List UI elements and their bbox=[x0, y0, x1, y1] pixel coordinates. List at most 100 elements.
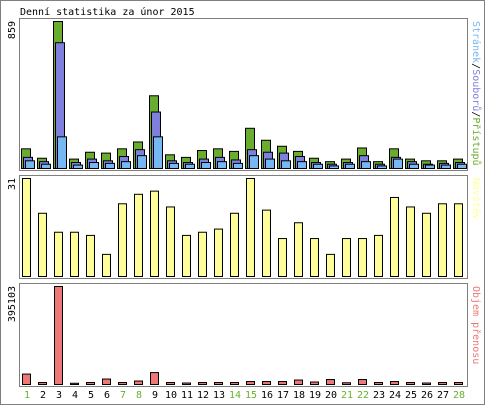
x-tick-label-14: 14 bbox=[229, 390, 241, 401]
x-tick-label-7: 7 bbox=[120, 390, 126, 401]
bar-visits-day-14 bbox=[230, 212, 239, 278]
bar-visits-day-5 bbox=[86, 234, 95, 278]
traffic-panel-legend-item: Objem přenosu bbox=[470, 286, 482, 364]
bar-traffic-day-14 bbox=[230, 382, 239, 386]
bar-traffic-day-3 bbox=[54, 286, 63, 385]
bar-traffic-day-4 bbox=[70, 382, 79, 386]
x-tick-label-9: 9 bbox=[152, 390, 158, 401]
bar-traffic-day-12 bbox=[198, 382, 207, 386]
bar-traffic-day-17 bbox=[278, 381, 287, 385]
bar-visits-day-16 bbox=[262, 209, 271, 277]
chart-title: Denní statistika za únor 2015 bbox=[20, 6, 195, 18]
bar-visits-day-9 bbox=[150, 190, 159, 277]
bar-traffic-day-18 bbox=[294, 379, 303, 385]
bar-stránek-day-7 bbox=[121, 161, 131, 169]
visits-panel-ymax-label: 31 bbox=[7, 178, 18, 190]
visits-panel-legend: Návštěv bbox=[470, 178, 482, 220]
traffic-panel-frame bbox=[19, 283, 468, 387]
x-tick-label-24: 24 bbox=[389, 390, 401, 401]
bar-visits-day-15 bbox=[246, 178, 255, 277]
visits-panel: 31 Návštěv bbox=[7, 175, 482, 279]
x-tick-label-23: 23 bbox=[373, 390, 385, 401]
bar-traffic-day-11 bbox=[182, 382, 191, 385]
visits-panel-legend-item: Návštěv bbox=[470, 178, 482, 220]
bar-traffic-day-1 bbox=[22, 373, 31, 385]
bar-visits-day-2 bbox=[38, 212, 47, 278]
bar-stránek-day-10 bbox=[169, 162, 179, 169]
x-tick-label-15: 15 bbox=[245, 390, 257, 401]
bar-traffic-day-23 bbox=[374, 382, 383, 386]
bar-traffic-day-13 bbox=[214, 382, 223, 386]
bar-traffic-day-5 bbox=[86, 382, 95, 386]
bar-traffic-day-7 bbox=[118, 382, 127, 386]
bar-stránek-day-1 bbox=[25, 160, 35, 169]
bar-traffic-day-25 bbox=[406, 382, 415, 386]
bar-traffic-day-19 bbox=[310, 381, 319, 385]
bar-stránek-day-11 bbox=[185, 163, 195, 170]
x-tick-label-25: 25 bbox=[405, 390, 417, 401]
bar-traffic-day-24 bbox=[390, 381, 399, 385]
bar-stránek-day-14 bbox=[233, 162, 243, 169]
bar-visits-day-23 bbox=[374, 234, 383, 278]
bar-stránek-day-12 bbox=[201, 162, 211, 170]
bar-traffic-day-10 bbox=[166, 382, 175, 386]
bar-stránek-day-28 bbox=[457, 163, 467, 170]
bar-traffic-day-8 bbox=[134, 380, 143, 386]
bar-visits-day-26 bbox=[422, 212, 431, 278]
x-tick-label-26: 26 bbox=[421, 390, 433, 401]
bar-traffic-day-9 bbox=[150, 372, 159, 385]
bar-visits-day-12 bbox=[198, 231, 207, 277]
bar-visits-day-1 bbox=[22, 178, 31, 277]
requests-panel-legend-item: Přístupů bbox=[470, 117, 482, 165]
bar-visits-day-6 bbox=[102, 253, 111, 278]
x-tick-label-12: 12 bbox=[197, 390, 209, 401]
bar-stránek-day-20 bbox=[329, 165, 339, 169]
bar-stránek-day-24 bbox=[393, 158, 403, 169]
bar-traffic-day-16 bbox=[262, 381, 271, 385]
x-tick-label-3: 3 bbox=[56, 390, 62, 401]
traffic-panel-ymax-label: 395103 bbox=[7, 286, 18, 322]
bar-stránek-day-16 bbox=[265, 158, 275, 169]
bar-traffic-day-21 bbox=[342, 382, 351, 385]
bar-stránek-day-26 bbox=[425, 164, 435, 170]
bar-traffic-day-26 bbox=[422, 382, 431, 385]
bar-visits-day-18 bbox=[294, 222, 303, 278]
requests-panel: 859 Stránek/Souborů/Přístupů bbox=[7, 18, 482, 171]
bar-visits-day-22 bbox=[358, 238, 367, 277]
bar-stránek-day-18 bbox=[297, 161, 307, 169]
bar-visits-day-3 bbox=[54, 231, 63, 277]
bar-visits-day-21 bbox=[342, 238, 351, 277]
requests-panel-legend-item: Stránek bbox=[470, 21, 482, 63]
x-tick-label-18: 18 bbox=[293, 390, 305, 401]
x-tick-label-10: 10 bbox=[165, 390, 177, 401]
x-tick-label-6: 6 bbox=[104, 390, 110, 401]
bar-visits-day-28 bbox=[454, 203, 463, 278]
bar-traffic-day-22 bbox=[358, 379, 367, 386]
bar-visits-day-24 bbox=[390, 196, 399, 277]
bar-stránek-day-17 bbox=[281, 160, 291, 169]
x-tick-label-19: 19 bbox=[309, 390, 321, 401]
traffic-panel: 395103 Objem přenosu bbox=[7, 283, 482, 387]
bar-traffic-day-15 bbox=[246, 381, 255, 385]
x-tick-label-4: 4 bbox=[72, 390, 78, 401]
x-tick-label-27: 27 bbox=[437, 390, 449, 401]
bar-visits-day-10 bbox=[166, 206, 175, 277]
bar-stránek-day-3 bbox=[57, 136, 67, 169]
bar-stránek-day-2 bbox=[41, 163, 51, 170]
bar-visits-day-11 bbox=[182, 234, 191, 278]
bar-traffic-day-20 bbox=[326, 379, 335, 386]
x-tick-label-16: 16 bbox=[261, 390, 273, 401]
bar-stránek-day-22 bbox=[361, 161, 371, 169]
x-tick-label-2: 2 bbox=[40, 390, 46, 401]
visits-panel-frame bbox=[19, 175, 468, 279]
bar-stránek-day-19 bbox=[313, 163, 323, 170]
bar-traffic-day-28 bbox=[454, 382, 463, 386]
bar-stránek-day-23 bbox=[377, 165, 387, 169]
bar-visits-day-13 bbox=[214, 228, 223, 277]
bar-traffic-day-2 bbox=[38, 382, 47, 386]
x-tick-label-17: 17 bbox=[277, 390, 289, 401]
x-tick-label-21: 21 bbox=[341, 390, 353, 401]
bar-visits-day-25 bbox=[406, 206, 415, 277]
x-tick-label-8: 8 bbox=[136, 390, 142, 401]
